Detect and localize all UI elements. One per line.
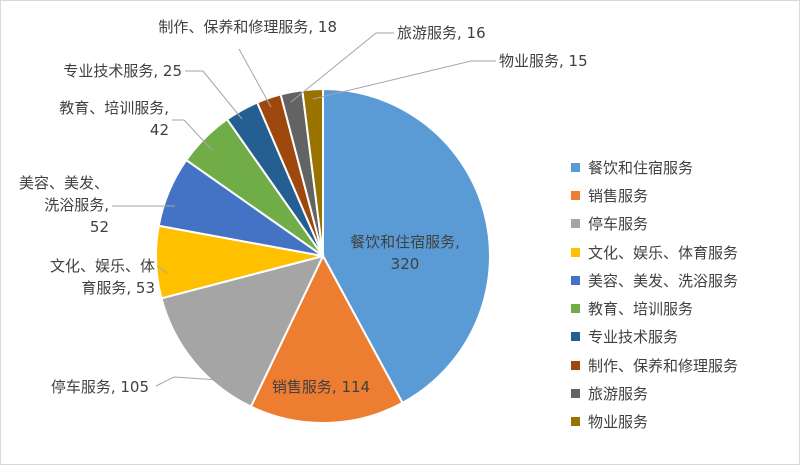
legend-label: 教育、培训服务: [588, 300, 694, 319]
data-label-0: 餐饮和住宿服务, 320: [350, 233, 460, 273]
data-label-8: 旅游服务, 16: [397, 24, 486, 42]
leader-line-6: [185, 70, 243, 120]
leader-lines: [112, 32, 496, 387]
legend-item-8: 旅游服务: [571, 379, 796, 407]
legend-item-2: 停车服务: [571, 210, 796, 238]
legend-label: 制作、保养和修理服务: [588, 356, 739, 375]
legend-label: 物业服务: [588, 413, 649, 432]
legend-item-9: 物业服务: [571, 408, 796, 436]
data-label-3: 文化、娱乐、体育服务, 53: [50, 257, 155, 297]
pie-slice-2: [160, 254, 325, 408]
data-label-1: 销售服务, 114: [272, 378, 370, 396]
legend-label: 美容、美发、洗浴服务: [588, 271, 739, 290]
legend-label: 专业技术服务: [588, 328, 679, 347]
legend-label: 销售服务: [588, 186, 649, 205]
legend-item-6: 专业技术服务: [571, 323, 796, 351]
legend-item-3: 文化、娱乐、体育服务: [571, 238, 796, 266]
legend-swatch: [571, 190, 580, 200]
legend-label: 餐饮和住宿服务: [588, 158, 694, 177]
data-label-9: 物业服务, 15: [499, 52, 588, 70]
legend-swatch: [571, 360, 580, 370]
pie-slice-0: [322, 87, 491, 405]
legend-swatch: [571, 304, 580, 314]
legend-swatch: [571, 332, 580, 342]
legend-swatch: [571, 219, 580, 229]
leader-line-3: [156, 265, 168, 274]
legend-label: 文化、娱乐、体育服务: [588, 243, 739, 262]
leader-line-5: [172, 119, 213, 151]
legend-label: 旅游服务: [588, 385, 649, 404]
legend-swatch: [571, 417, 580, 427]
legend-item-4: 美容、美发、洗浴服务: [571, 266, 796, 294]
data-label-6: 专业技术服务, 25: [63, 62, 182, 80]
legend: 餐饮和住宿服务 销售服务停车服务文化、娱乐、体育服务 美容、美发、洗浴服务 教育、培训…: [571, 153, 796, 436]
legend-swatch: [571, 389, 580, 399]
data-label-2: 停车服务, 105: [51, 378, 149, 396]
legend-swatch: [571, 247, 580, 257]
leader-line-8: [290, 32, 394, 103]
leader-line-2: [155, 376, 235, 387]
pie-slice-1: [249, 253, 404, 424]
data-label-5: 教育、培训服务, 42: [59, 99, 169, 139]
data-label-7: 制作、保养和修理服务, 18: [158, 18, 337, 36]
legend-swatch: [571, 275, 580, 285]
legend-item-1: 销售服务: [571, 181, 796, 209]
leader-line-9: [312, 60, 496, 100]
legend-item-5: 教育、培训服务: [571, 294, 796, 322]
legend-label: 停车服务: [588, 215, 649, 234]
legend-item-0: 餐饮和住宿服务: [571, 153, 796, 181]
data-labels: 餐饮和住宿服务, 320 销售服务, 114 停车服务, 105 文化、娱乐、体育服务,…: [19, 18, 588, 396]
leader-line-7: [238, 48, 272, 108]
legend-item-7: 制作、保养和修理服务: [571, 351, 796, 379]
pie-slice-9: [301, 87, 324, 257]
legend-swatch: [571, 162, 580, 172]
pie-slices: [154, 87, 491, 424]
data-label-4: 美容、美发、洗浴服务, 52: [19, 174, 109, 236]
